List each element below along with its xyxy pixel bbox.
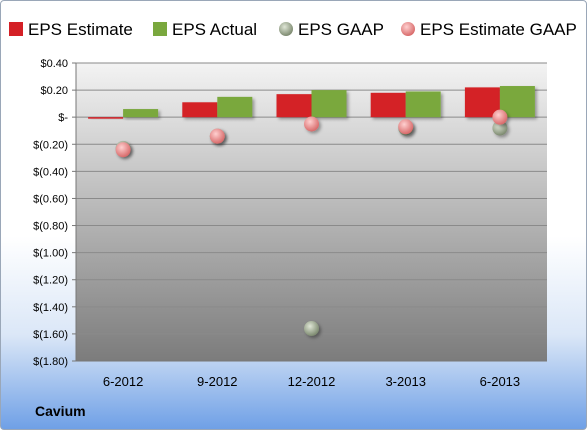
bar-eps-actual (499, 86, 535, 118)
y-tick-label: $(1.80) (33, 356, 68, 368)
company-name: Cavium (35, 403, 86, 419)
bar-eps-estimate (464, 87, 500, 118)
y-tick-label: $(0.80) (33, 221, 68, 233)
bar-eps-actual (217, 96, 253, 118)
point-eps-gaap (304, 320, 319, 336)
bar-eps-estimate (276, 94, 312, 118)
y-tick-label: $(1.00) (33, 248, 68, 260)
x-tick-label: 6-2013 (480, 374, 520, 389)
legend-swatch (279, 22, 293, 36)
bar-eps-estimate (182, 102, 218, 118)
bars (88, 86, 535, 119)
points (115, 109, 508, 336)
y-tick-label: $(1.20) (33, 275, 68, 287)
y-tick-label: $0.20 (40, 85, 68, 97)
legend-swatch (401, 22, 415, 36)
point-eps-gaap (492, 120, 508, 136)
point-eps-estimate-gaap (115, 142, 131, 158)
y-tick-label: $(1.40) (33, 302, 68, 314)
bar-eps-estimate (88, 117, 124, 119)
legend-swatch (153, 22, 167, 36)
x-tick-label: 12-2012 (288, 374, 336, 389)
x-tick-label: 3-2013 (385, 374, 425, 389)
y-tick-label: $(0.40) (33, 166, 68, 178)
y-tick-label: $(0.20) (33, 139, 68, 151)
bar-eps-actual (123, 109, 159, 118)
y-tick-label: $(0.60) (33, 193, 68, 205)
y-axis: $0.40 $0.20 $- $(0.20) $(0.40) $(0.60) $(0.80)… (33, 58, 77, 368)
bar-eps-estimate (370, 92, 406, 118)
x-axis: 6-2012 9-2012 12-2012 3-2013 6-2013 (76, 360, 547, 389)
legend-label: EPS GAAP (298, 20, 384, 39)
point-eps-estimate-gaap (492, 109, 508, 125)
y-tick-label: $(1.60) (33, 329, 68, 341)
bar-eps-actual (405, 91, 441, 118)
x-tick-label: 9-2012 (197, 374, 237, 389)
legend: EPS Estimate EPS Actual EPS GAAP EPS Estima… (9, 20, 577, 39)
legend-label: EPS Estimate (28, 20, 133, 39)
y-tick-label: $0.40 (40, 58, 68, 70)
y-tick-label: $- (58, 112, 68, 124)
legend-label: EPS Actual (172, 20, 257, 39)
point-eps-estimate-gaap (304, 116, 319, 132)
legend-label: EPS Estimate GAAP (420, 20, 577, 39)
x-tick-label: 6-2012 (103, 374, 143, 389)
point-eps-estimate-gaap (398, 119, 414, 135)
point-eps-estimate-gaap (209, 128, 225, 144)
legend-swatch (9, 22, 23, 36)
bar-eps-actual (311, 90, 347, 118)
